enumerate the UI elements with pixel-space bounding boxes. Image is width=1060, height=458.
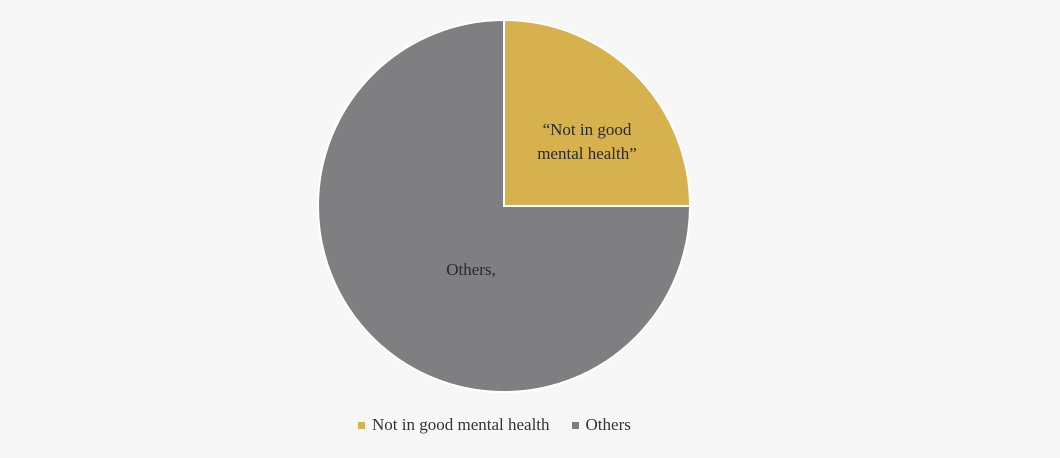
legend-swatch-yellow: [358, 421, 365, 429]
pie-slice-not-in-good-mental-health: [503, 18, 692, 207]
legend-label: Others: [585, 415, 631, 434]
pie-slice-others: [317, 18, 692, 393]
data-label-line-1: “Not in good: [542, 120, 632, 139]
data-label-not-in-good-mental-health: “Not in good mental health”: [512, 118, 662, 166]
legend-item-others: Others: [571, 415, 631, 435]
legend: Not in good mental health Others: [358, 415, 653, 435]
legend-swatch-gray: [571, 421, 579, 429]
legend-label: Not in good mental health: [372, 415, 550, 434]
data-label-line-2: mental health”: [537, 144, 637, 163]
legend-item-not-in-good-mental-health: Not in good mental health: [358, 415, 550, 435]
data-label-others: Others,: [446, 260, 496, 279]
